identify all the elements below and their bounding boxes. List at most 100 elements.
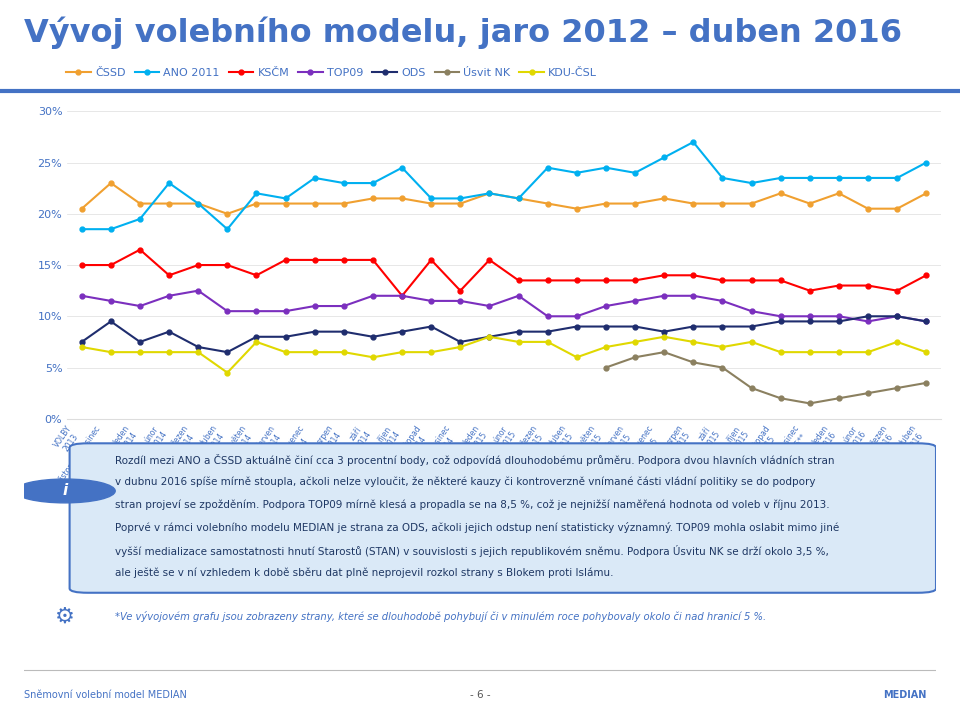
- ANO 2011: [833, 173, 845, 182]
- ANO 2011: [891, 173, 902, 182]
- Line: KSČM: KSČM: [80, 247, 928, 298]
- KDU-ČSL: [163, 348, 175, 357]
- ANO 2011: [425, 194, 437, 203]
- TOP09: [571, 312, 583, 321]
- ČSSD: [891, 204, 902, 213]
- TOP09: [425, 297, 437, 305]
- KDU-ČSL: [425, 348, 437, 357]
- KDU-ČSL: [484, 332, 495, 341]
- TOP09: [251, 307, 262, 316]
- KSČM: [134, 245, 146, 254]
- ČSSD: [746, 199, 757, 208]
- ČSSD: [571, 204, 583, 213]
- ČSSD: [367, 194, 378, 203]
- Text: Rozdíl mezi ANO a ČSSD aktuálně činí cca 3 procentní body, což odpovídá dlouhodo: Rozdíl mezi ANO a ČSSD aktuálně činí cca…: [115, 454, 834, 466]
- ODS: [484, 332, 495, 341]
- ANO 2011: [280, 194, 292, 203]
- KDU-ČSL: [251, 338, 262, 347]
- TOP09: [600, 302, 612, 310]
- ANO 2011: [775, 173, 786, 182]
- Úsvit NK: [659, 348, 670, 357]
- TOP09: [338, 302, 349, 310]
- Úsvit NK: [775, 394, 786, 403]
- ČSSD: [309, 199, 321, 208]
- TOP09: [134, 302, 146, 310]
- KSČM: [541, 276, 553, 284]
- ODS: [338, 327, 349, 336]
- KSČM: [163, 271, 175, 279]
- KDU-ČSL: [746, 338, 757, 347]
- ANO 2011: [251, 189, 262, 198]
- KSČM: [571, 276, 583, 284]
- Úsvit NK: [833, 394, 845, 403]
- TOP09: [687, 292, 699, 300]
- ANO 2011: [396, 163, 408, 172]
- KDU-ČSL: [309, 348, 321, 357]
- ODS: [891, 312, 902, 321]
- Úsvit NK: [862, 389, 874, 398]
- ODS: [251, 332, 262, 341]
- Line: KDU-ČSL: KDU-ČSL: [80, 334, 928, 375]
- TOP09: [833, 312, 845, 321]
- ODS: [222, 348, 233, 357]
- ODS: [804, 317, 815, 326]
- ČSSD: [804, 199, 815, 208]
- KSČM: [396, 292, 408, 300]
- ČSSD: [862, 204, 874, 213]
- ČSSD: [280, 199, 292, 208]
- ANO 2011: [804, 173, 815, 182]
- ČSSD: [338, 199, 349, 208]
- ANO 2011: [600, 163, 612, 172]
- Text: Poprvé v rámci volebního modelu MEDIAN je strana za ODS, ačkoli jejich odstup ne: Poprvé v rámci volebního modelu MEDIAN j…: [115, 523, 839, 534]
- ODS: [921, 317, 932, 326]
- KDU-ČSL: [134, 348, 146, 357]
- KSČM: [222, 261, 233, 269]
- Line: ANO 2011: ANO 2011: [80, 139, 928, 232]
- ODS: [746, 322, 757, 331]
- KDU-ČSL: [454, 343, 466, 352]
- KDU-ČSL: [659, 332, 670, 341]
- ANO 2011: [134, 214, 146, 223]
- TOP09: [630, 297, 641, 305]
- KSČM: [192, 261, 204, 269]
- ANO 2011: [921, 158, 932, 167]
- ČSSD: [659, 194, 670, 203]
- KDU-ČSL: [541, 338, 553, 347]
- ČSSD: [454, 199, 466, 208]
- ODS: [454, 338, 466, 347]
- KSČM: [484, 256, 495, 264]
- KSČM: [338, 256, 349, 264]
- ČSSD: [541, 199, 553, 208]
- TOP09: [76, 292, 87, 300]
- Legend: ČSSD, ANO 2011, KSČM, TOP09, ODS, Úsvit NK, KDU-ČSL: ČSSD, ANO 2011, KSČM, TOP09, ODS, Úsvit …: [64, 65, 599, 80]
- KDU-ČSL: [862, 348, 874, 357]
- Text: ⚙: ⚙: [55, 606, 75, 627]
- TOP09: [105, 297, 117, 305]
- TOP09: [921, 317, 932, 326]
- KSČM: [862, 281, 874, 290]
- TOP09: [716, 297, 728, 305]
- TOP09: [775, 312, 786, 321]
- KSČM: [921, 271, 932, 279]
- KDU-ČSL: [192, 348, 204, 357]
- ODS: [163, 327, 175, 336]
- ANO 2011: [309, 173, 321, 182]
- KDU-ČSL: [513, 338, 524, 347]
- KDU-ČSL: [280, 348, 292, 357]
- ČSSD: [134, 199, 146, 208]
- KDU-ČSL: [105, 348, 117, 357]
- TOP09: [309, 302, 321, 310]
- TOP09: [541, 312, 553, 321]
- KSČM: [804, 287, 815, 295]
- Text: vyšší medializace samostatnosti hnutí Starostů (STAN) v souvislosti s jejich rep: vyšší medializace samostatnosti hnutí St…: [115, 545, 829, 557]
- ANO 2011: [630, 168, 641, 177]
- KSČM: [425, 256, 437, 264]
- TOP09: [659, 292, 670, 300]
- ANO 2011: [222, 225, 233, 233]
- KSČM: [76, 261, 87, 269]
- TOP09: [746, 307, 757, 316]
- ODS: [309, 327, 321, 336]
- ČSSD: [484, 189, 495, 198]
- ODS: [862, 312, 874, 321]
- TOP09: [454, 297, 466, 305]
